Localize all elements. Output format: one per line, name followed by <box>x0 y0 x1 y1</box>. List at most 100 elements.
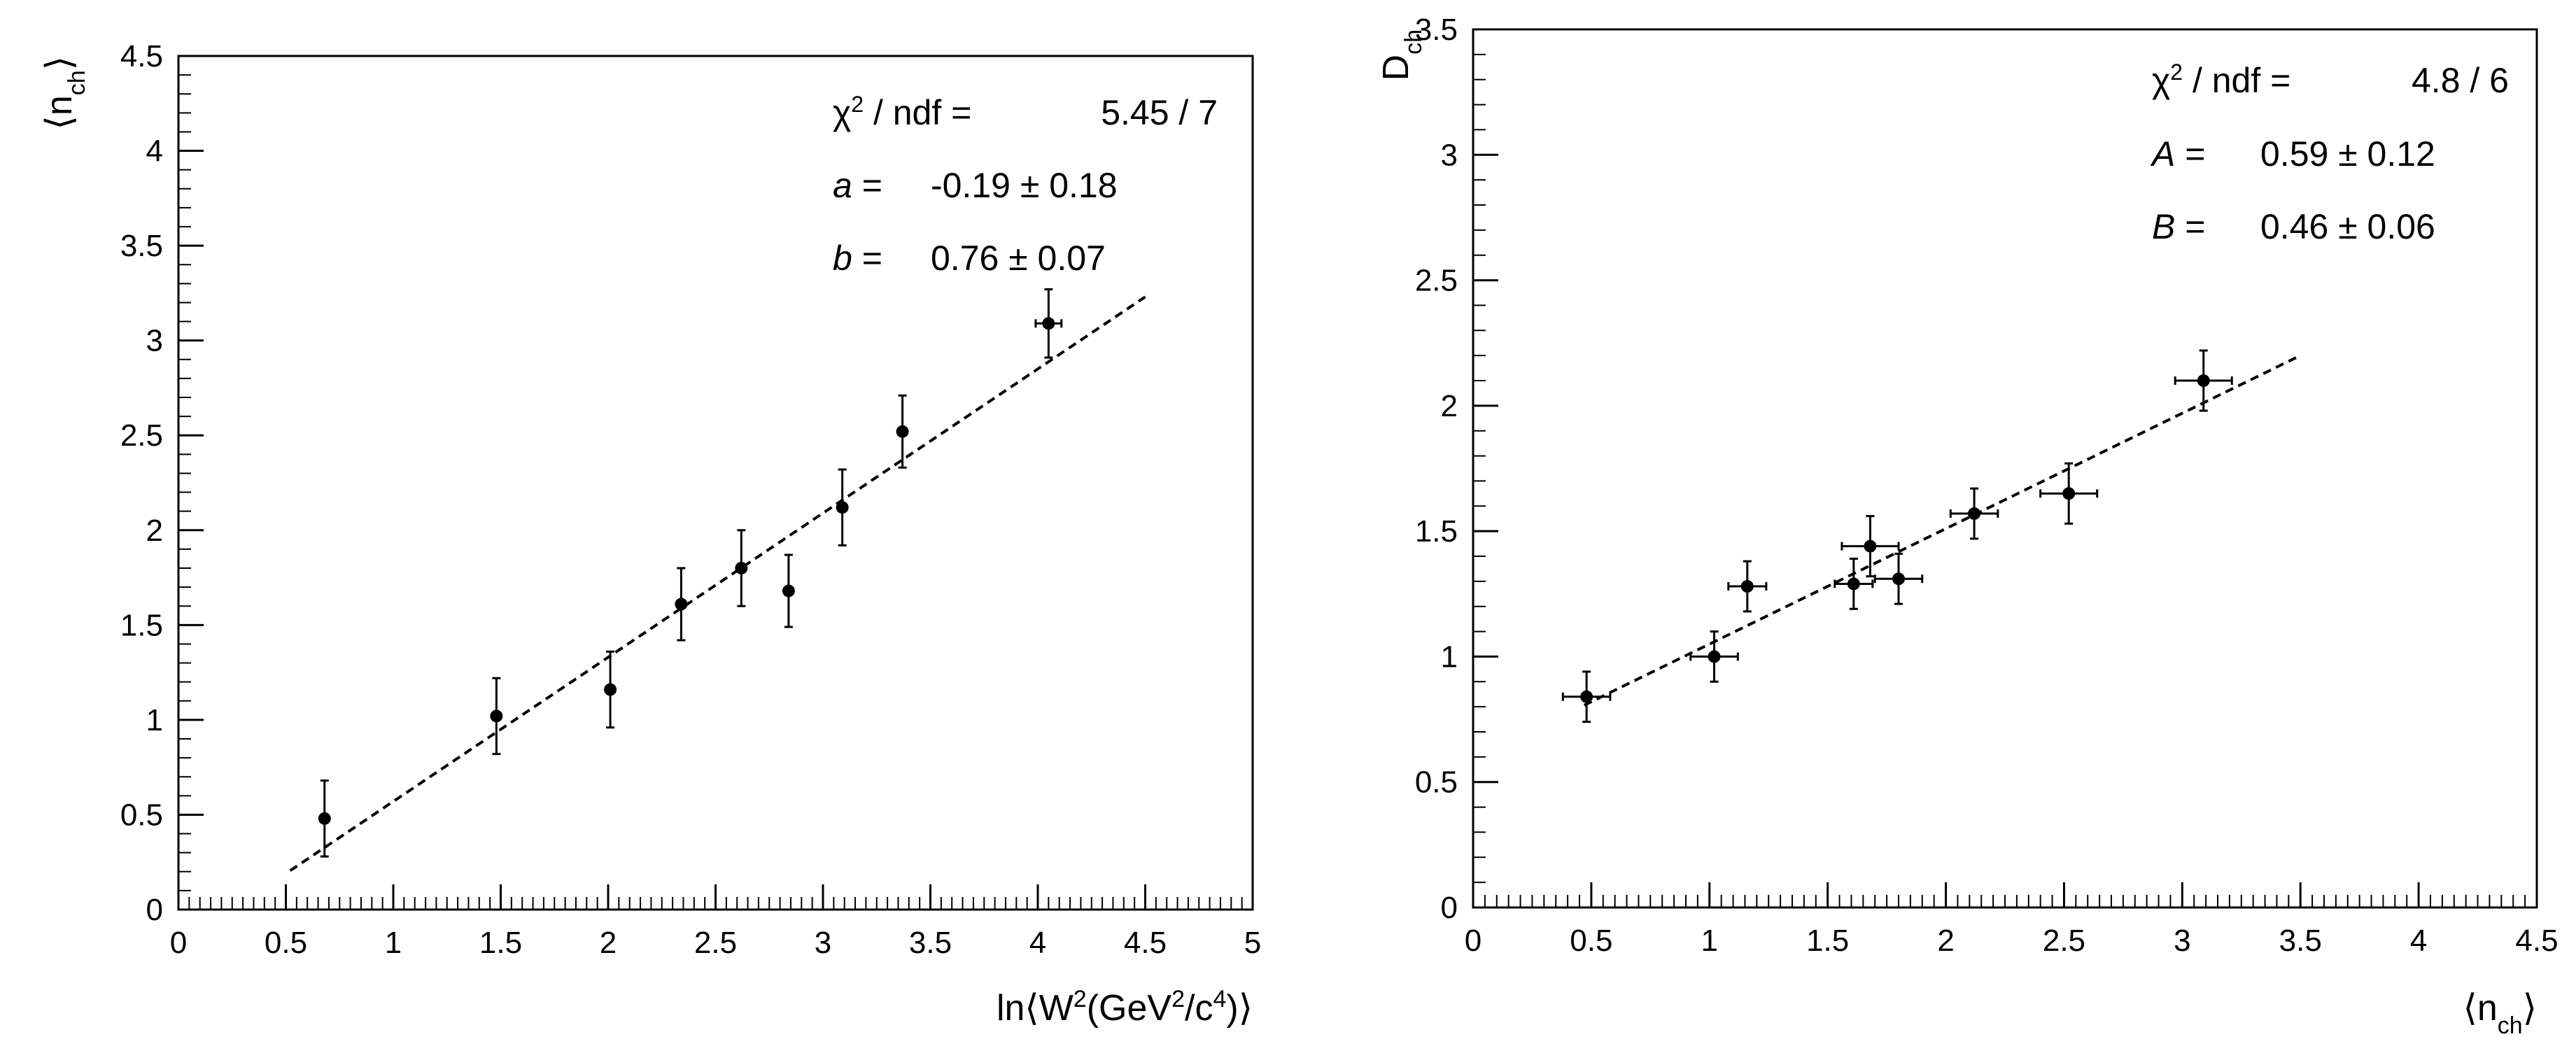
data-point <box>1561 670 1612 723</box>
y-tick-label: 3.5 <box>120 229 163 263</box>
y-tick-label: 1 <box>1441 639 1458 674</box>
y-tick-label: 3 <box>1441 138 1458 172</box>
tick-labels: 0 0.5 1 1.5 2 2.5 3 3.5 4 4.5 5 0 0.5 1 1.5 2 2.5 3 3.5 4 4.… <box>120 39 1261 960</box>
stat-value-chi2: 5.45 / 7 <box>1101 93 1218 132</box>
point-marker <box>1892 572 1905 586</box>
point-marker <box>1864 539 1877 553</box>
stat-label-a: a = <box>833 166 882 205</box>
data-point <box>1873 552 1924 605</box>
y-tick-label: 0 <box>146 893 163 927</box>
x-tick-label: 3 <box>815 926 831 960</box>
y-tick-label: 0.5 <box>1415 765 1458 800</box>
point-marker <box>318 812 331 825</box>
x-tick-label: 1 <box>385 926 402 960</box>
x-tick-label: 4 <box>1029 926 1046 960</box>
data-point <box>1834 558 1874 610</box>
y-tick-label: 1 <box>146 703 163 737</box>
stat-value-A: 0.59 ± 0.12 <box>2260 134 2435 174</box>
x-tick-label: 0.5 <box>1570 924 1612 958</box>
fit-line <box>289 295 1146 872</box>
point-marker <box>2197 374 2210 387</box>
stat-label-b: b = <box>833 239 882 278</box>
x-tick-label: 3.5 <box>2279 924 2322 958</box>
point-marker <box>1740 580 1754 593</box>
data-point <box>1034 288 1063 359</box>
x-tick-label: 0 <box>1465 924 1481 958</box>
point-marker <box>2062 487 2076 500</box>
stat-value-B: 0.46 ± 0.06 <box>2260 207 2435 246</box>
point-marker <box>735 562 748 574</box>
data-point <box>1689 630 1739 683</box>
data-point <box>675 567 688 642</box>
x-tick-label: 2.5 <box>694 926 737 960</box>
y-tick-label: 2 <box>1441 389 1458 423</box>
x-tick-label: 2 <box>1937 924 1954 958</box>
y-tick-label: 4.5 <box>120 39 163 73</box>
chart-left: 0 0.5 1 1.5 2 2.5 3 3.5 4 4.5 5 0 0.5 1 1.5 2 2.5 3 3.5 4 4.… <box>39 39 1261 1029</box>
data-point <box>2174 349 2233 412</box>
stats-box: χ2 / ndf = 4.8 / 6 A = 0.59 ± 0.12 B = 0… <box>2150 59 2509 246</box>
stat-label-A: A = <box>2150 134 2205 174</box>
x-tick-label: 5 <box>1244 926 1261 960</box>
x-tick-label: 1.5 <box>1806 924 1849 958</box>
x-axis-title: ln⟨W2(GeV2/c4)⟩ <box>997 986 1253 1029</box>
point-marker <box>1580 690 1593 703</box>
point-marker <box>896 425 909 438</box>
x-tick-label: 4.5 <box>2515 924 2558 958</box>
stats-box: χ2 / ndf = 5.45 / 7 a = -0.19 ± 0.18 b =… <box>833 92 1218 278</box>
y-tick-label: 0.5 <box>120 798 163 832</box>
x-tick-label: 2.5 <box>2043 924 2085 958</box>
stat-label-B: B = <box>2152 207 2205 246</box>
y-tick-label: 2.5 <box>1415 264 1458 298</box>
y-tick-label: 0 <box>1441 891 1458 925</box>
stat-value-chi2: 4.8 / 6 <box>2412 61 2509 100</box>
x-tick-label: 1 <box>1701 924 1718 958</box>
point-marker <box>1042 317 1055 330</box>
y-tick-label: 1.5 <box>1415 514 1458 549</box>
data-point <box>782 553 795 628</box>
y-tick-label: 2 <box>146 514 163 548</box>
x-tick-label: 4 <box>2410 924 2427 958</box>
point-marker <box>1708 650 1721 663</box>
y-tick-label: 1.5 <box>120 608 163 642</box>
data-points <box>318 288 1063 858</box>
fit-line <box>1583 354 2302 707</box>
x-tick-label: 1.5 <box>479 926 522 960</box>
x-tick-label: 3 <box>2174 924 2190 958</box>
data-point <box>1949 487 1999 540</box>
fit-line-group <box>1583 354 2302 707</box>
y-tick-label: 3 <box>146 324 163 358</box>
point-marker <box>675 598 688 611</box>
x-tick-label: 2 <box>600 926 617 960</box>
stat-value-a: -0.19 ± 0.18 <box>931 166 1118 205</box>
tick-labels: 0 0.5 1 1.5 2 2.5 3 3.5 4 4.5 0 0.5 1 1.5 2 2.5 3 3.5 <box>1415 13 2559 958</box>
data-point <box>604 650 617 729</box>
ticks <box>177 55 1254 911</box>
x-tick-label: 3.5 <box>909 926 952 960</box>
y-tick-label: 4 <box>146 134 163 169</box>
y-tick-label: 2.5 <box>120 418 163 453</box>
x-tick-label: 4.5 <box>1124 926 1167 960</box>
stat-value-b: 0.76 ± 0.07 <box>931 239 1106 278</box>
data-point <box>1727 560 1768 613</box>
ticks <box>1472 28 2538 909</box>
data-point <box>1840 515 1900 578</box>
point-marker <box>1847 577 1860 591</box>
x-tick-label: 0 <box>170 926 187 960</box>
point-marker <box>836 501 849 514</box>
data-points <box>1561 349 2233 723</box>
point-marker <box>782 584 795 598</box>
chart-right: 0 0.5 1 1.5 2 2.5 3 3.5 4 4.500.511.522.533.5 ⟨nc… <box>1376 13 2559 1039</box>
y-tick-label: 3.5 <box>1415 13 1458 47</box>
point-marker <box>604 683 617 696</box>
data-point <box>490 677 503 756</box>
data-point <box>896 394 909 469</box>
data-point <box>836 468 849 546</box>
data-point <box>735 529 748 607</box>
x-tick-label: 0.5 <box>265 926 307 960</box>
point-marker <box>490 709 503 723</box>
data-point <box>2039 462 2099 525</box>
data-point <box>318 779 331 858</box>
point-marker <box>1968 507 1981 521</box>
